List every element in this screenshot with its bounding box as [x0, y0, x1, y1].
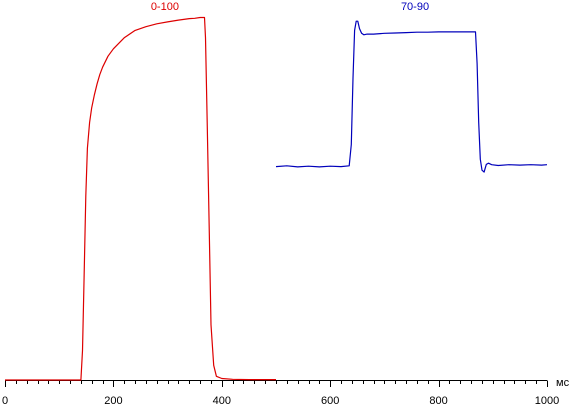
x-tick-label: 1000	[535, 395, 559, 406]
x-axis-ticks	[5, 380, 548, 387]
x-tick-label: 600	[321, 395, 339, 406]
x-axis-tick-labels: 0 200 400 600 800 1000	[2, 395, 559, 406]
series-line-2	[275, 20, 548, 173]
x-tick-label: 400	[213, 395, 231, 406]
x-tick-label: 200	[104, 395, 122, 406]
series-label-1: 0-100	[151, 1, 179, 13]
x-tick-label: 0	[2, 395, 8, 406]
x-tick-label: 800	[429, 395, 447, 406]
series-label-2: 70-90	[401, 1, 429, 13]
series-group: 0-100 70-90	[5, 1, 548, 381]
series-line-1	[5, 16, 276, 381]
x-axis-unit-label: мс	[556, 377, 569, 389]
